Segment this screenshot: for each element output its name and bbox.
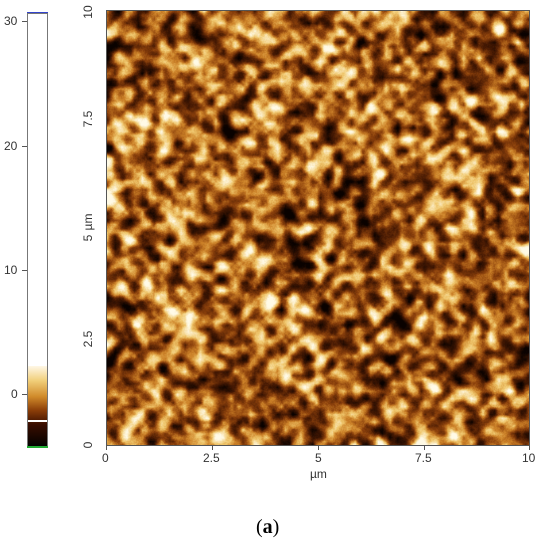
x-tickmark-2-5 [212,446,213,450]
figure-caption: (a) [256,516,279,539]
colorbar-tickmark-20 [22,146,27,147]
caption-close-paren: ) [272,516,280,538]
colorbar-tick-20: 20 [4,139,18,153]
x-tick-0: 0 [102,451,109,465]
afm-height-image [106,10,530,446]
x-tick-7-5: 7.5 [415,451,432,465]
colorbar-tickmark-30 [22,21,27,22]
caption-letter: a [262,516,273,538]
x-tick-5: 5 [315,451,322,465]
colorbar-tick-0: 0 [11,387,18,401]
caption-open-paren: ( [256,516,263,538]
y-tick-7-5: 7.5 [81,110,95,128]
x-tickmark-10 [529,446,530,450]
x-tickmark-7-5 [424,446,425,450]
x-tick-10: 10 [522,451,536,465]
colorbar [27,13,48,448]
y-tick-0: 0 [81,441,95,449]
colorbar-tick-30: 30 [4,14,18,28]
y-tick-5: 5 [81,234,95,242]
x-label: µm [310,467,327,481]
x-tickmark-5 [318,446,319,450]
colorbar-tickmark-0 [22,394,27,395]
colorbar-gradient [28,366,47,447]
x-tickmark-0 [106,446,107,450]
x-tick-2-5: 2.5 [203,451,220,465]
colorbar-tick-10: 10 [4,263,18,277]
colorbar-tickmark-10 [22,270,27,271]
y-tick-2-5: 2.5 [81,330,95,348]
colorbar-bottom-marker [27,446,48,448]
y-tick-10: 10 [81,5,95,19]
colorbar-dark-line [28,420,47,422]
